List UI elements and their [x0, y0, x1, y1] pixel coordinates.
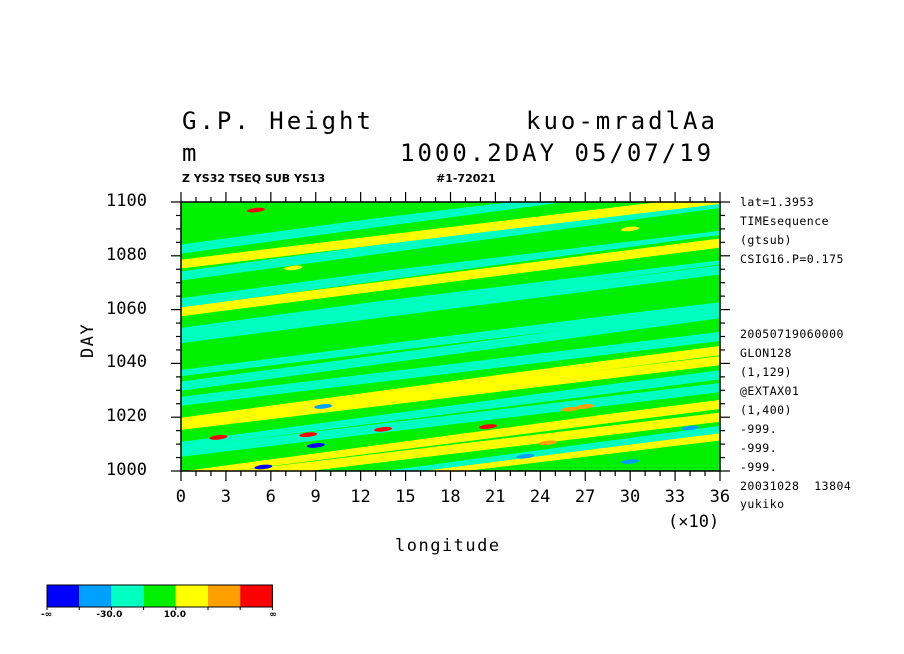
contour-band — [181, 319, 720, 397]
y-tick-label: 1060 — [106, 298, 147, 319]
contour-cell — [306, 443, 325, 448]
side-info-line: 20050719060000 — [740, 327, 844, 342]
contour-cell — [314, 404, 333, 409]
colorbar-swatch — [175, 585, 208, 607]
contour-cell — [681, 425, 700, 431]
side-info-line: (gtsub) — [740, 232, 792, 247]
side-info-line: (1,400) — [740, 402, 792, 417]
contour-field — [181, 202, 720, 471]
contour-band — [233, 412, 720, 471]
title-unit: m — [182, 139, 200, 167]
contour-band — [181, 202, 720, 281]
side-info-line: yukiko — [740, 497, 785, 512]
colorbar-label: ∞ — [269, 610, 277, 620]
subtitle-left: Z YS32 TSEQ SUB YS13 — [182, 172, 326, 185]
colorbar-swatch — [143, 585, 176, 607]
contour-band — [181, 331, 720, 406]
side-info-line: GLON128 — [740, 346, 792, 361]
contour-cell — [516, 453, 535, 459]
x-tick-label: 30 — [619, 487, 641, 507]
subtitle-right: #1-72021 — [436, 172, 496, 185]
y-tick-label: 1020 — [106, 406, 147, 427]
side-info-line: @EXTAX01 — [740, 384, 800, 398]
x-tick-label: 24 — [529, 487, 551, 507]
side-info-line: -999. — [740, 440, 778, 455]
x-axis-label: longitude — [395, 536, 501, 556]
contour-band — [181, 202, 720, 269]
contour-band — [181, 265, 720, 344]
colorbar-label: 10.0 — [163, 610, 187, 620]
side-info-line: CSIG16.P=0.175 — [740, 251, 844, 266]
colorbar-swatch — [111, 585, 144, 607]
side-info-line: 20031028 13804 — [740, 478, 852, 493]
x-tick-label: 21 — [485, 487, 506, 507]
contour-band — [181, 221, 720, 296]
contour-band — [181, 346, 720, 424]
x-tick-label: 27 — [574, 487, 596, 507]
contour-band — [181, 309, 720, 391]
x-tick-label: 18 — [440, 487, 461, 507]
contour-band — [181, 251, 720, 325]
contour-band — [181, 238, 720, 317]
colorbar-swatch — [79, 585, 112, 607]
x-tick-label: 12 — [350, 487, 371, 507]
contour-cell — [478, 424, 497, 429]
contour-band — [181, 208, 720, 287]
contour-band — [181, 292, 720, 370]
side-info-line: TIMEsequence — [740, 213, 830, 228]
contour-cell — [246, 207, 265, 213]
contour-cell — [299, 432, 318, 438]
contour-band — [181, 278, 720, 352]
side-info-line: (1,129) — [740, 365, 792, 380]
x-axis-multiplier: (×10) — [668, 512, 720, 532]
colorbar-label: -∞ — [41, 610, 53, 620]
contour-band — [181, 302, 720, 377]
contour-cell — [374, 426, 393, 432]
contour-cell — [538, 440, 557, 446]
colorbar-swatch — [240, 585, 273, 607]
y-tick-label: 1000 — [106, 460, 147, 480]
contour-cell — [254, 464, 273, 470]
side-info-line: lat=1.3953 — [740, 195, 815, 209]
side-info-line: -999. — [740, 421, 778, 436]
side-info-line: -999. — [740, 459, 778, 474]
y-axis-label: DAY — [78, 322, 98, 358]
y-tick-label: 1080 — [106, 244, 147, 265]
contour-band — [181, 202, 565, 254]
contour-cell — [561, 406, 580, 412]
colorbar — [46, 584, 273, 610]
y-tick-label: 1040 — [106, 352, 147, 373]
x-tick-label: 36 — [709, 487, 731, 507]
x-tick-label: 33 — [664, 487, 686, 507]
contour-band — [181, 382, 720, 457]
contour-cell — [284, 265, 303, 271]
y-tick-label: 1100 — [106, 191, 147, 211]
contour-band — [181, 356, 720, 430]
x-tick-label: 15 — [395, 487, 416, 507]
title-experiment: kuo-mradlAa — [526, 107, 718, 135]
contour-band — [181, 389, 720, 471]
title-level-date: 1000.2DAY 05/07/19 — [400, 139, 715, 167]
x-tick-label: 6 — [265, 487, 276, 507]
colorbar-label: -30.0 — [96, 610, 123, 620]
x-tick-label: 0 — [175, 487, 187, 507]
contour-cell — [576, 404, 595, 409]
x-tick-label: 3 — [220, 487, 231, 507]
contour-band — [181, 370, 720, 449]
x-tick-label: 9 — [310, 487, 321, 507]
colorbar-swatch — [208, 585, 241, 607]
contour-cell — [621, 226, 640, 232]
colorbar-swatch — [47, 585, 80, 607]
contour-band — [181, 202, 512, 242]
axis-ticks — [171, 192, 730, 481]
title-variable: G.P. Height — [182, 107, 374, 135]
colorbar-frame — [46, 584, 273, 608]
contour-band — [181, 202, 635, 260]
contour-cell — [209, 434, 228, 440]
contour-cell — [621, 459, 640, 464]
